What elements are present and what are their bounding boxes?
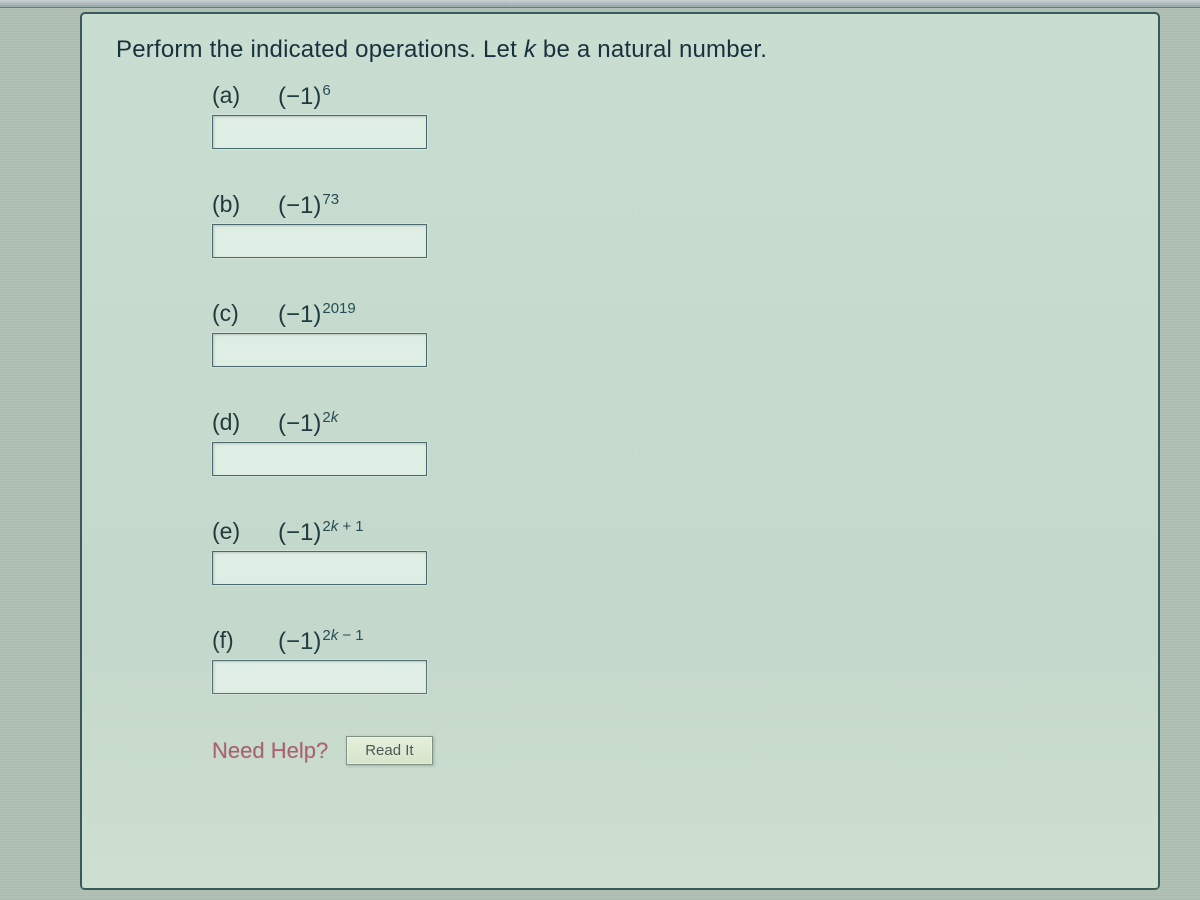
expression: (−1)2k − 1: [278, 630, 364, 654]
prompt-text-after: be a natural number.: [536, 36, 767, 63]
expr-base: (−1): [278, 412, 321, 436]
part-a: (a) (−1)6: [212, 82, 1124, 149]
expr-exponent: 2k + 1: [322, 519, 363, 534]
expression: (−1)2k: [278, 412, 338, 436]
window-top-strip: [0, 0, 1200, 8]
part-label: (b): [212, 191, 254, 218]
expression: (−1)2019: [278, 303, 356, 327]
help-row: Need Help? Read It: [212, 736, 1124, 765]
sup-coeff: 2: [322, 627, 330, 644]
expr-base: (−1): [278, 630, 321, 654]
expr-exponent: 6: [322, 83, 330, 98]
part-d: (d) (−1)2k: [212, 409, 1124, 476]
expr-exponent: 2k: [322, 410, 338, 425]
expr-exponent: 2019: [322, 301, 355, 316]
part-label: (f): [212, 627, 254, 654]
sup-coeff: 2: [322, 409, 330, 426]
expr-base: (−1): [278, 521, 321, 545]
part-label: (a): [212, 82, 254, 109]
sup-suffix: + 1: [338, 518, 363, 535]
expr-base: (−1): [278, 303, 321, 327]
answer-input-d[interactable]: [212, 442, 427, 476]
part-label: (c): [212, 300, 254, 327]
expr-exponent: 2k − 1: [322, 628, 363, 643]
answer-input-b[interactable]: [212, 224, 427, 258]
expression: (−1)73: [278, 194, 339, 218]
read-it-button[interactable]: Read It: [346, 736, 432, 765]
answer-input-c[interactable]: [212, 333, 427, 367]
need-help-label: Need Help?: [212, 738, 328, 764]
answer-input-e[interactable]: [212, 551, 427, 585]
expr-base: (−1): [278, 194, 321, 218]
answer-input-a[interactable]: [212, 115, 427, 149]
part-b: (b) (−1)73: [212, 191, 1124, 258]
part-e: (e) (−1)2k + 1: [212, 518, 1124, 585]
part-f: (f) (−1)2k − 1: [212, 627, 1124, 694]
expr-base: (−1): [278, 85, 321, 109]
part-label: (e): [212, 518, 254, 545]
expr-exponent: 73: [322, 192, 339, 207]
prompt-text-before: Perform the indicated operations. Let: [116, 36, 524, 63]
answer-input-f[interactable]: [212, 660, 427, 694]
prompt-variable: k: [524, 36, 536, 63]
expression: (−1)6: [278, 85, 331, 109]
question-panel: Perform the indicated operations. Let k …: [80, 12, 1160, 890]
question-prompt: Perform the indicated operations. Let k …: [116, 36, 1124, 64]
sup-variable: k: [331, 409, 339, 426]
sup-coeff: 2: [322, 518, 330, 535]
parts-container: (a) (−1)6 (b) (−1)73 (: [212, 82, 1124, 765]
part-label: (d): [212, 409, 254, 436]
expression: (−1)2k + 1: [278, 521, 364, 545]
sup-suffix: − 1: [338, 627, 363, 644]
part-c: (c) (−1)2019: [212, 300, 1124, 367]
